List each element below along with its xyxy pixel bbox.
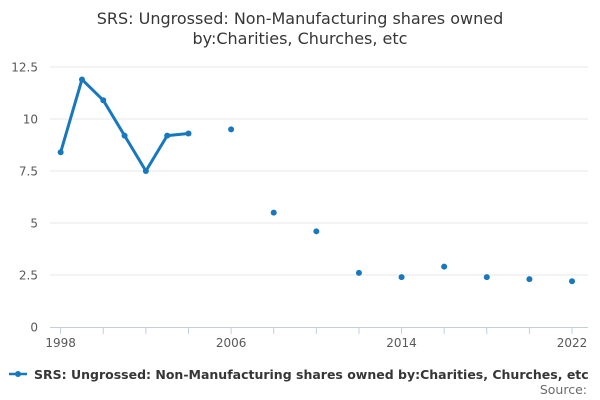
source-label: Source: [539,382,587,397]
y-tick-label: 2.5 [19,268,38,282]
data-point [57,149,64,156]
series-line-segment [59,77,190,173]
y-tick-label: 12.5 [11,60,38,74]
x-tick-label: 1998 [45,336,76,350]
y-tick-label: 10 [23,112,38,126]
data-point [270,209,277,216]
legend-label: SRS: Ungrossed: Non-Manufacturing shares… [34,366,589,382]
x-tick-label: 2014 [386,336,417,350]
y-tick-label: 0 [30,321,38,335]
data-point [142,167,149,174]
data-point [398,274,405,281]
data-point [569,278,576,285]
data-point [185,130,192,137]
legend: SRS: Ungrossed: Non-Manufacturing shares… [8,366,600,382]
data-point [78,76,85,83]
y-tick-label: 7.5 [19,164,38,178]
data-point [526,276,533,283]
data-point [483,274,490,281]
chart-title-line1: SRS: Ungrossed: Non-Manufacturing shares… [96,9,504,28]
chart-title-line2: by:Charities, Churches, etc [192,29,408,48]
chart-title: SRS: Ungrossed: Non-Manufacturing shares… [0,9,600,49]
x-tick-label: 2006 [216,336,247,350]
data-point [441,263,448,270]
data-point [228,126,235,133]
legend-line-marker-icon [9,371,27,377]
data-point [164,132,171,139]
data-point [100,97,107,104]
y-tick-label: 5 [30,216,38,230]
x-tick-label: 2022 [557,336,588,350]
data-point [121,132,128,139]
data-point [313,228,320,235]
data-point [355,269,362,276]
